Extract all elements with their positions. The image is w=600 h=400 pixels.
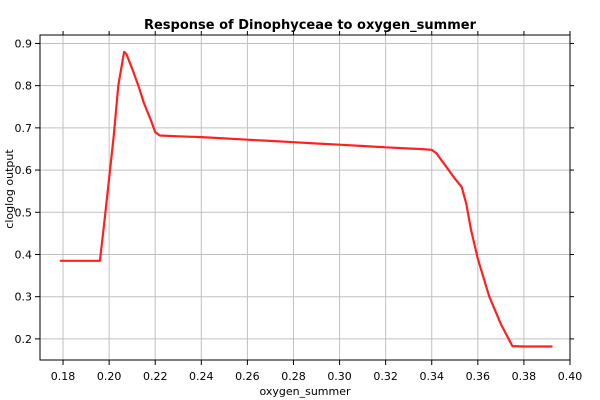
x-tick-label: 0.22 <box>143 370 168 383</box>
x-axis-label: oxygen_summer <box>259 385 351 398</box>
response-curve <box>59 50 553 348</box>
x-tick-label: 0.32 <box>373 370 398 383</box>
chart-title: Response of Dinophyceae to oxygen_summer <box>144 18 477 33</box>
y-tick-label: 0.9 <box>15 37 33 50</box>
ticks: 0.18 0.20 0.22 0.24 0.26 0.28 0.30 0.32 0.34 0.36… <box>15 31 583 383</box>
x-tick-label: 0.26 <box>235 370 260 383</box>
y-tick-label: 0.4 <box>15 248 33 261</box>
y-tick-label: 0.3 <box>15 291 33 304</box>
x-tick-label: 0.36 <box>466 370 491 383</box>
series-layer <box>59 50 553 348</box>
x-tick-label: 0.28 <box>281 370 306 383</box>
x-tick-label: 0.20 <box>97 370 122 383</box>
y-axis-label: cloglog output <box>3 149 16 229</box>
x-tick-label: 0.30 <box>327 370 352 383</box>
x-tick-label: 0.24 <box>189 370 214 383</box>
y-tick-label: 0.2 <box>15 333 33 346</box>
x-tick-label: 0.34 <box>419 370 444 383</box>
x-tick-label: 0.40 <box>558 370 583 383</box>
y-tick-label: 0.7 <box>15 122 33 135</box>
y-tick-label: 0.5 <box>15 206 33 219</box>
x-tick-label: 0.18 <box>51 370 76 383</box>
plot-frame <box>39 34 571 361</box>
y-tick-label: 0.6 <box>15 164 33 177</box>
grid <box>40 35 570 360</box>
x-tick-label: 0.38 <box>512 370 537 383</box>
y-tick-label: 0.8 <box>15 80 33 93</box>
plot-background <box>40 35 570 360</box>
